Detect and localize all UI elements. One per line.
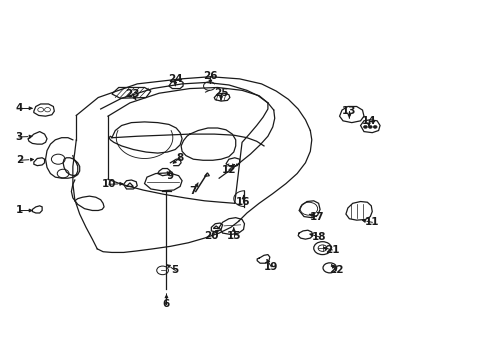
Text: 23: 23 bbox=[125, 89, 139, 99]
Text: 17: 17 bbox=[309, 212, 324, 221]
Text: 16: 16 bbox=[236, 197, 250, 207]
Text: 3: 3 bbox=[16, 132, 23, 142]
Text: 18: 18 bbox=[311, 232, 325, 242]
Text: 2: 2 bbox=[17, 155, 24, 165]
Text: 1: 1 bbox=[16, 206, 23, 216]
Circle shape bbox=[372, 126, 376, 129]
Circle shape bbox=[363, 126, 366, 129]
Text: 4: 4 bbox=[16, 103, 23, 113]
Text: 8: 8 bbox=[176, 153, 183, 163]
Text: 10: 10 bbox=[102, 179, 116, 189]
Text: 6: 6 bbox=[163, 299, 170, 309]
Text: 20: 20 bbox=[203, 231, 218, 240]
Text: 24: 24 bbox=[167, 74, 182, 84]
Circle shape bbox=[367, 126, 371, 129]
Text: 22: 22 bbox=[328, 265, 343, 275]
Text: 9: 9 bbox=[166, 171, 174, 181]
Text: 26: 26 bbox=[203, 71, 217, 81]
Text: 11: 11 bbox=[364, 217, 379, 227]
Text: 5: 5 bbox=[171, 265, 179, 275]
Text: 19: 19 bbox=[264, 262, 278, 272]
Text: 14: 14 bbox=[361, 116, 375, 126]
Text: 15: 15 bbox=[226, 231, 241, 240]
Text: 21: 21 bbox=[325, 245, 339, 255]
Text: 7: 7 bbox=[189, 186, 197, 197]
Text: 13: 13 bbox=[342, 106, 356, 116]
Text: 12: 12 bbox=[221, 165, 236, 175]
Text: 25: 25 bbox=[213, 88, 228, 98]
